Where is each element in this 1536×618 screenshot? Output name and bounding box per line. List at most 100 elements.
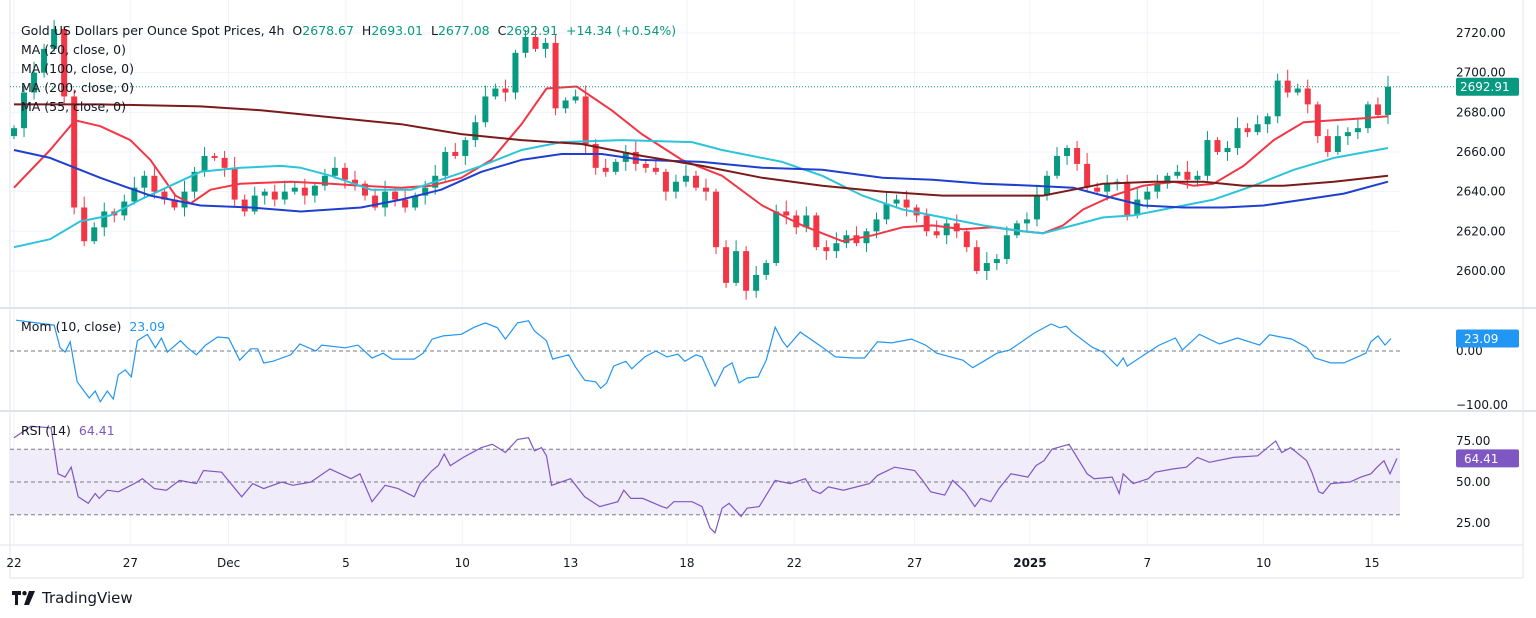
candle-body <box>833 243 840 252</box>
candle <box>562 97 569 114</box>
candle-body <box>632 151 639 164</box>
rsi-legend[interactable]: RSI (14) 64.41 <box>21 423 115 438</box>
candle-body <box>803 215 810 228</box>
candle-body <box>512 52 519 93</box>
candle-body <box>592 144 599 168</box>
candle <box>502 79 509 102</box>
candle <box>1114 178 1121 191</box>
candle-body <box>61 29 68 97</box>
candle-body <box>261 191 268 196</box>
candle <box>321 168 328 191</box>
candle-body <box>1294 88 1301 93</box>
candle <box>141 170 148 197</box>
legend-ma100[interactable]: MA (100, close, 0) <box>21 61 134 76</box>
candle <box>1074 141 1081 171</box>
candle-body <box>1244 128 1251 133</box>
price-axis-label: 2600.00 <box>1456 264 1506 278</box>
legend-ma55[interactable]: MA (55, close, 0) <box>21 99 127 114</box>
candle-body <box>1104 183 1111 192</box>
candle <box>1214 137 1221 155</box>
candle <box>331 156 338 179</box>
momentum-value: 23.09 <box>129 319 166 334</box>
candle-body <box>482 96 489 123</box>
candle-body <box>893 199 900 204</box>
moving-averages <box>13 85 1389 249</box>
candle-body <box>582 96 589 145</box>
candle <box>452 143 459 159</box>
candle-body <box>101 211 108 228</box>
candle <box>642 158 649 173</box>
candle-body <box>843 235 850 244</box>
price-axis-label: 2720.00 <box>1456 26 1506 40</box>
momentum-legend[interactable]: Mom (10, close) 23.09 <box>21 319 165 334</box>
main-legend: Gold US Dollars per Ounce Spot Prices, 4… <box>21 21 676 116</box>
candle <box>532 26 539 52</box>
price-axis-label: 2660.00 <box>1456 145 1506 159</box>
candle-body <box>221 157 228 168</box>
candle <box>572 89 579 104</box>
legend-ma20[interactable]: MA (20, close, 0) <box>21 42 127 57</box>
candle <box>662 168 669 201</box>
candle-body <box>692 175 699 188</box>
open-label: O <box>292 23 303 38</box>
candle-body <box>151 175 158 192</box>
time-axis-label: 27 <box>123 556 138 570</box>
candle-body <box>532 36 539 49</box>
candle <box>11 125 17 140</box>
legend-ma200[interactable]: MA (200, close, 0) <box>21 80 134 95</box>
candle-body <box>1013 223 1020 236</box>
candle-body <box>1054 155 1061 176</box>
candle <box>1284 69 1291 98</box>
rsi-pane <box>10 425 1400 534</box>
rsi-axis-label: 75.00 <box>1456 434 1490 448</box>
candle <box>1003 226 1010 265</box>
tradingview-logo[interactable]: TradingView <box>12 589 133 607</box>
candle <box>592 139 599 175</box>
moving-average-line-ma20 <box>13 85 1389 243</box>
momentum-value-label: 23.09 <box>1464 332 1498 346</box>
candle-body <box>783 211 790 216</box>
candle-body <box>1194 175 1201 180</box>
price-axis-label: 2700.00 <box>1456 66 1506 80</box>
candle <box>512 49 519 100</box>
moving-average-line-ma200 <box>14 103 1389 197</box>
candle-body <box>321 175 328 186</box>
candle <box>251 186 258 215</box>
candle <box>993 254 1000 270</box>
candle-body <box>271 191 278 200</box>
candle <box>943 218 950 245</box>
candle-body <box>1314 104 1321 137</box>
candle-body <box>41 48 48 73</box>
candle <box>1264 113 1271 134</box>
candle-body <box>1264 116 1271 125</box>
time-axis-label: 7 <box>1143 556 1151 570</box>
candle <box>753 266 760 298</box>
candle-body <box>1234 128 1241 149</box>
candle <box>703 178 710 201</box>
candle-body <box>81 207 88 242</box>
candle <box>161 188 168 205</box>
time-axis-label: 15 <box>1364 556 1379 570</box>
time-axis-label: 22 <box>6 556 21 570</box>
candle-body <box>1204 140 1211 176</box>
candle <box>1013 220 1020 239</box>
candle-body <box>1324 136 1331 152</box>
candle-body <box>953 223 960 232</box>
candle <box>372 188 379 211</box>
candle-body <box>291 187 298 192</box>
time-axis-label: Dec <box>217 556 240 570</box>
candle-body <box>141 175 148 188</box>
candle-body <box>773 211 780 264</box>
candle <box>462 137 469 165</box>
candle-body <box>993 259 1000 264</box>
candle <box>1384 75 1391 124</box>
momentum-value-badge <box>1456 329 1519 348</box>
candle-body <box>612 161 619 172</box>
candle-body <box>703 187 710 192</box>
moving-average-line-ma100 <box>13 149 1389 213</box>
candle <box>1334 125 1341 155</box>
time-axis-label: 13 <box>563 556 578 570</box>
candle-body <box>462 140 469 156</box>
close-value: 2692.91 <box>506 23 559 38</box>
